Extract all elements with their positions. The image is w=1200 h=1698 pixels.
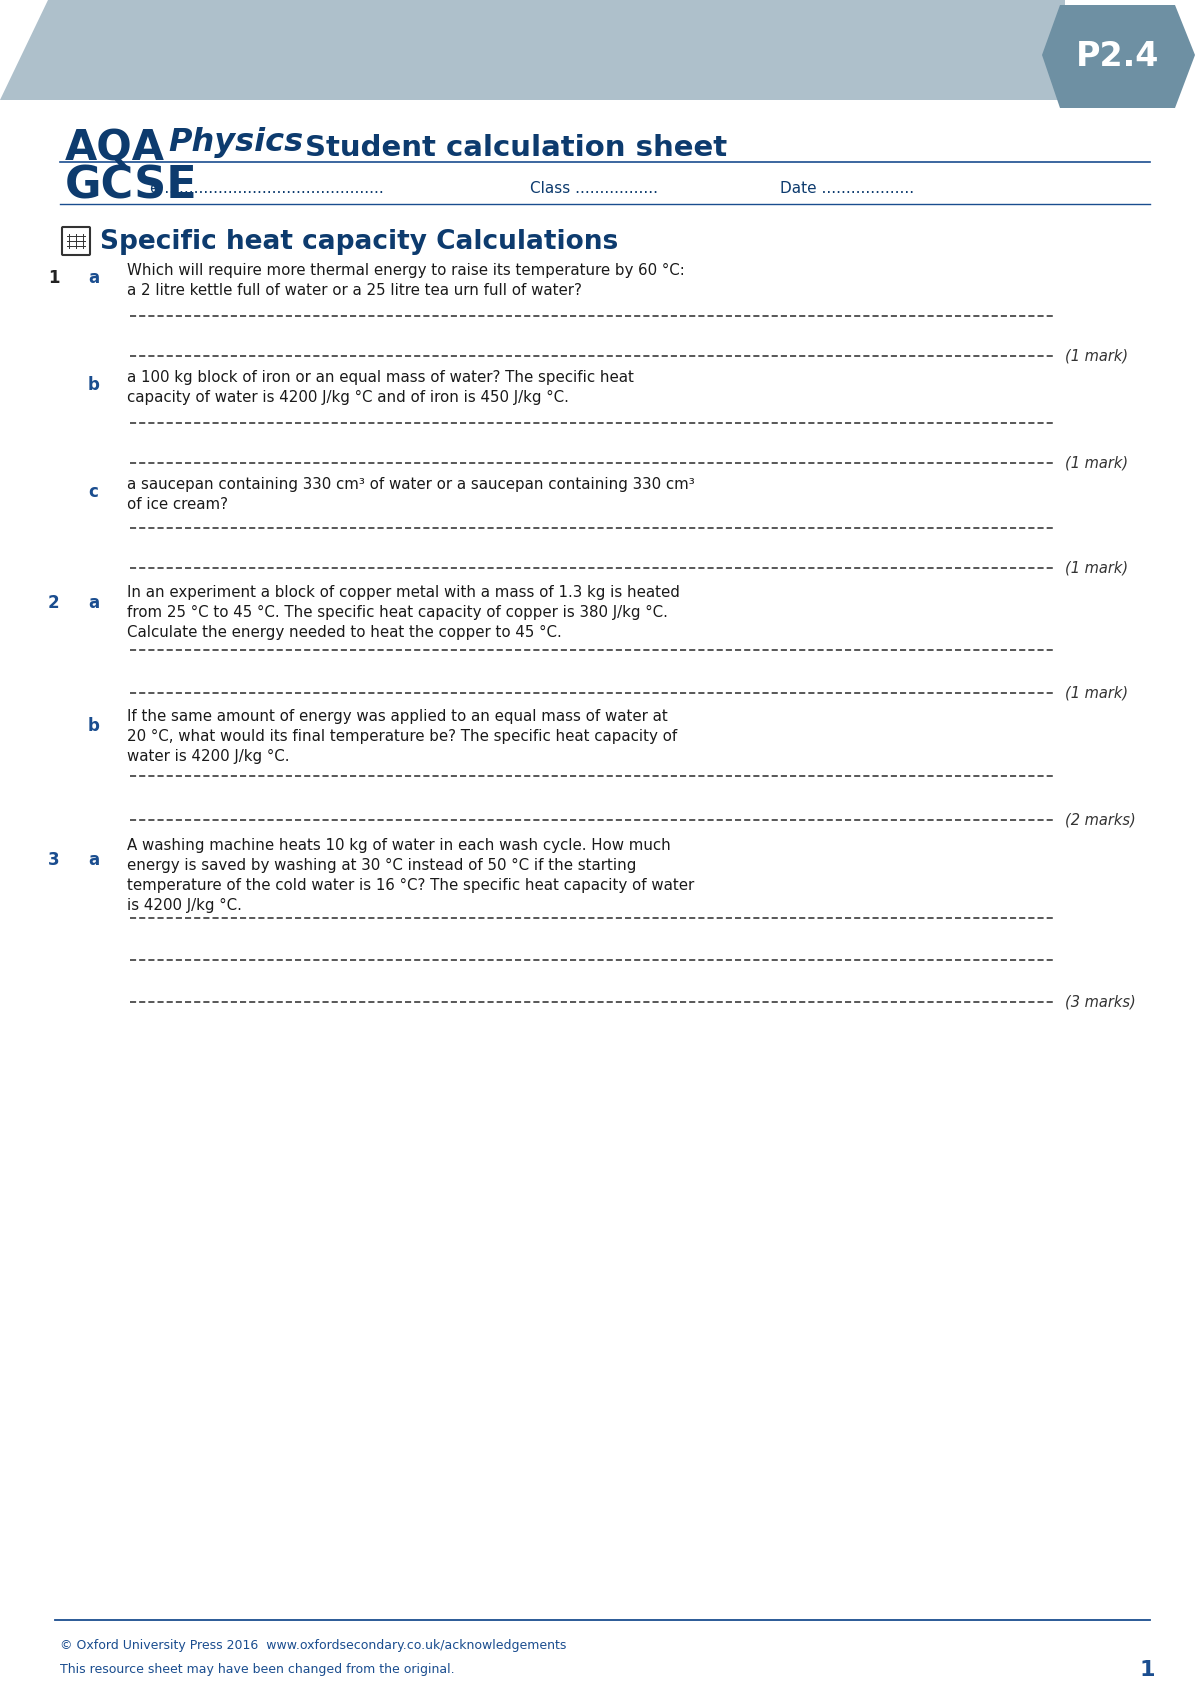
Text: a saucepan containing 330 cm³ of water or a saucepan containing 330 cm³: a saucepan containing 330 cm³ of water o…: [127, 477, 695, 491]
Text: If the same amount of energy was applied to an equal mass of water at: If the same amount of energy was applied…: [127, 708, 667, 723]
Text: Specific heat capacity Calculations: Specific heat capacity Calculations: [100, 229, 618, 255]
Text: capacity of water is 4200 J/kg °C and of iron is 450 J/kg °C.: capacity of water is 4200 J/kg °C and of…: [127, 389, 569, 404]
FancyBboxPatch shape: [62, 228, 90, 255]
Text: Student calculation sheet: Student calculation sheet: [305, 134, 727, 161]
Text: In an experiment a block of copper metal with a mass of 1.3 kg is heated: In an experiment a block of copper metal…: [127, 584, 680, 599]
Text: Date ...................: Date ...................: [780, 180, 914, 195]
Text: a 100 kg block of iron or an equal mass of water? The specific heat: a 100 kg block of iron or an equal mass …: [127, 370, 634, 384]
Text: © Oxford University Press 2016  www.oxfordsecondary.co.uk/acknowledgements: © Oxford University Press 2016 www.oxfor…: [60, 1639, 566, 1652]
Text: (1 mark): (1 mark): [1066, 348, 1128, 363]
Text: (3 marks): (3 marks): [1066, 995, 1135, 1010]
Text: AQA: AQA: [65, 127, 166, 170]
Text: b: b: [88, 717, 100, 735]
Polygon shape: [1042, 5, 1195, 109]
Text: 20 °C, what would its final temperature be? The specific heat capacity of: 20 °C, what would its final temperature …: [127, 728, 677, 744]
Text: is 4200 J/kg °C.: is 4200 J/kg °C.: [127, 898, 242, 912]
Text: (1 mark): (1 mark): [1066, 686, 1128, 701]
Text: A washing machine heats 10 kg of water in each wash cycle. How much: A washing machine heats 10 kg of water i…: [127, 837, 671, 852]
Text: temperature of the cold water is 16 °C? The specific heat capacity of water: temperature of the cold water is 16 °C? …: [127, 878, 695, 893]
Text: 2: 2: [48, 594, 60, 611]
Text: 3: 3: [48, 851, 60, 869]
Text: of ice cream?: of ice cream?: [127, 496, 228, 511]
Text: 1: 1: [1140, 1661, 1154, 1679]
Text: c: c: [88, 482, 98, 501]
Text: Which will require more thermal energy to raise its temperature by 60 °C:: Which will require more thermal energy t…: [127, 263, 685, 277]
Text: a: a: [88, 268, 100, 287]
Text: 1: 1: [48, 268, 60, 287]
Text: Class .................: Class .................: [530, 180, 658, 195]
Text: b: b: [88, 375, 100, 394]
Text: a: a: [88, 851, 100, 869]
Text: from 25 °C to 45 °C. The specific heat capacity of copper is 380 J/kg °C.: from 25 °C to 45 °C. The specific heat c…: [127, 604, 668, 620]
Text: GCSE: GCSE: [65, 165, 198, 207]
Polygon shape: [0, 0, 1066, 100]
Text: a 2 litre kettle full of water or a 25 litre tea urn full of water?: a 2 litre kettle full of water or a 25 l…: [127, 282, 582, 297]
Text: P2.4: P2.4: [1076, 39, 1159, 73]
Text: a: a: [88, 594, 100, 611]
Text: This resource sheet may have been changed from the original.: This resource sheet may have been change…: [60, 1664, 455, 1676]
Text: energy is saved by washing at 30 °C instead of 50 °C if the starting: energy is saved by washing at 30 °C inst…: [127, 857, 636, 873]
Text: Calculate the energy needed to heat the copper to 45 °C.: Calculate the energy needed to heat the …: [127, 625, 562, 640]
Text: water is 4200 J/kg °C.: water is 4200 J/kg °C.: [127, 749, 289, 764]
Text: (1 mark): (1 mark): [1066, 560, 1128, 576]
Text: Physics: Physics: [168, 126, 304, 158]
Text: (2 marks): (2 marks): [1066, 813, 1135, 827]
Text: (1 mark): (1 mark): [1066, 455, 1128, 470]
Text: e .............................................: e ......................................…: [150, 180, 384, 195]
